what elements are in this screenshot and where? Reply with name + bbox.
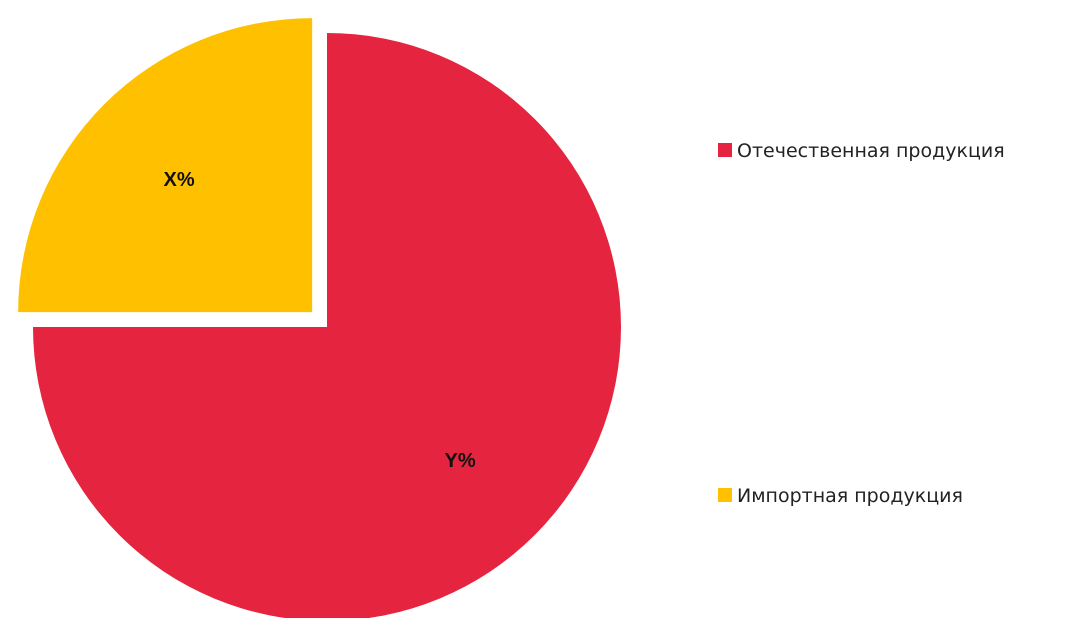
slice-domestic (33, 33, 621, 618)
slice-import (18, 18, 313, 313)
legend-entry-import: Импортная продукция (718, 485, 963, 507)
legend-label-domestic: Отечественная продукция (737, 140, 1005, 162)
slice-labels: Y% X% (164, 169, 476, 472)
legend-entry-domestic: Отечественная продукция (718, 140, 1005, 162)
legend-label-import: Импортная продукция (737, 485, 963, 507)
slice-label-domestic: Y% (444, 450, 475, 472)
pie-slices (18, 18, 621, 618)
legend-swatch-import (718, 488, 732, 502)
legend-swatch-domestic (718, 143, 732, 157)
legend: Отечественная продукция Импортная продук… (718, 140, 1005, 507)
slice-label-import: X% (164, 169, 195, 191)
